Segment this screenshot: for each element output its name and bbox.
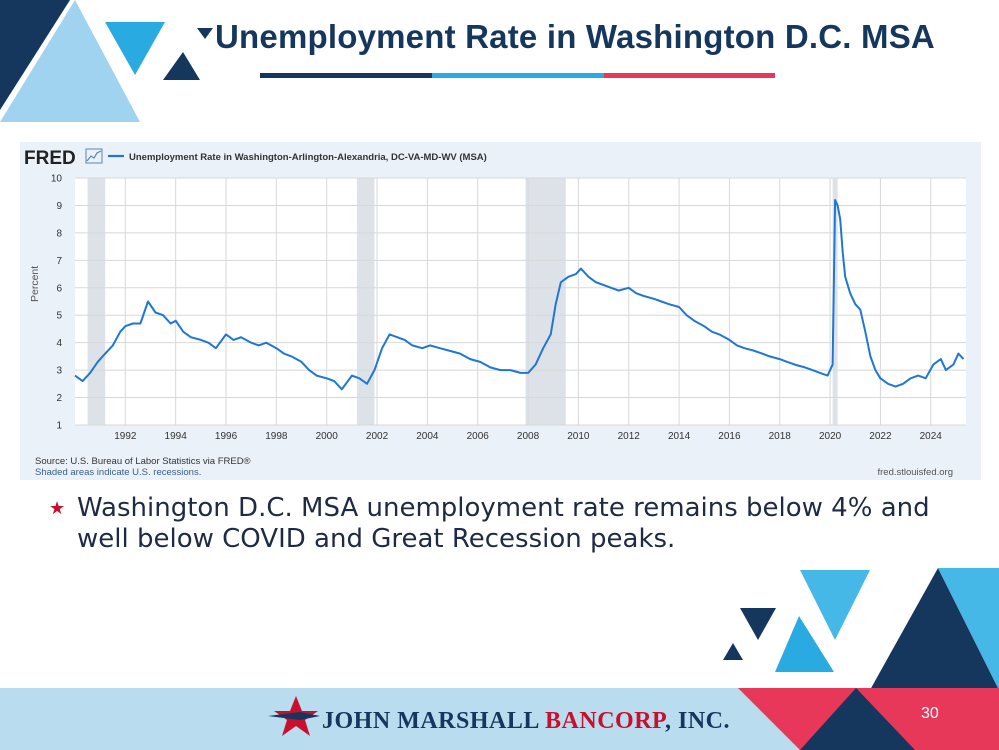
recession-band-2: [525, 178, 566, 425]
bottom-right-blue-triangle: [775, 616, 834, 672]
plot-area: [75, 178, 966, 425]
y-axis-label: Percent: [29, 266, 41, 302]
y-tick-label: 7: [56, 256, 62, 267]
logo-name: JOHN MARSHALL: [322, 708, 546, 734]
fred-url: fred.stlouisfed.org: [877, 467, 953, 478]
y-tick-label: 9: [56, 201, 62, 212]
title-underline-red: [604, 73, 775, 78]
x-tick-label: 2002: [366, 431, 389, 442]
x-tick-label: 2018: [769, 431, 792, 442]
x-tick-label: 2020: [819, 431, 842, 442]
star-bullet-icon: ★: [49, 498, 66, 519]
y-tick-label: 3: [56, 366, 62, 377]
recession-band-0: [87, 178, 106, 425]
x-tick-label: 2000: [316, 431, 339, 442]
title-underline-navy: [260, 73, 432, 78]
bottom-right-tiny-navy-triangle: [723, 643, 743, 660]
title-arrow-icon: [197, 28, 213, 39]
fred-source-note: Source: U.S. Bureau of Labor Statistics …: [35, 456, 251, 467]
x-tick-labels: 1992 1994 1996 1998 2000 2002 2004 2006 2008 2010…: [114, 431, 942, 442]
fred-recession-note: Shaded areas indicate U.S. recessions.: [35, 467, 201, 478]
x-tick-label: 1992: [114, 431, 137, 442]
y-tick-label: 6: [56, 283, 62, 294]
x-tick-label: 2024: [920, 431, 943, 442]
y-tick-labels: 1 2 3 4 5 6 7 8 9 10: [51, 174, 63, 432]
bullet-point: ★ Washington D.C. MSA unemployment rate …: [49, 493, 930, 555]
recession-band-1: [356, 178, 375, 425]
bottom-right-far-blue-triangle: [938, 568, 999, 690]
x-tick-label: 2014: [668, 431, 691, 442]
fred-logo: FRED: [24, 148, 76, 169]
x-tick-label: 2016: [718, 431, 741, 442]
fred-chart-panel: FRED Unemployment Rate in Washington-Arl…: [20, 142, 981, 480]
title-underline-blue: [432, 73, 604, 78]
bottom-right-navy-triangle: [870, 568, 999, 690]
slide-title: Unemployment Rate in Washington D.C. MSA: [215, 18, 935, 55]
recession-band-3: [832, 178, 838, 425]
x-tick-label: 2022: [869, 431, 892, 442]
unemployment-rate-line: [74, 199, 965, 391]
legend-series-label: Unemployment Rate in Washington-Arlingto…: [129, 152, 487, 163]
y-tick-label: 10: [51, 174, 63, 185]
bullet-text: Washington D.C. MSA unemployment rate re…: [77, 493, 930, 554]
company-logo-text: JOHN MARSHALL BANCORP, INC.: [322, 708, 730, 735]
top-left-blue-triangle: [0, 0, 140, 122]
unemployment-chart: FRED Unemployment Rate in Washington-Arl…: [24, 148, 966, 478]
top-left-small-navy-triangle: [163, 52, 200, 80]
x-tick-label: 1996: [215, 431, 238, 442]
y-tick-label: 2: [56, 393, 62, 404]
x-tick-label: 2008: [517, 431, 540, 442]
top-left-navy-triangle: [0, 0, 70, 110]
x-tick-label: 1998: [265, 431, 288, 442]
grid-lines: [75, 177, 966, 426]
logo-bancorp: BANCORP: [545, 708, 665, 734]
y-tick-label: 8: [56, 228, 62, 239]
y-tick-label: 1: [56, 421, 62, 432]
top-left-small-blue-triangle: [105, 22, 165, 75]
recession-bands: [87, 178, 838, 425]
x-tick-label: 1994: [165, 431, 188, 442]
y-tick-label: 4: [56, 338, 62, 349]
x-tick-label: 2012: [618, 431, 641, 442]
bottom-right-light-blue-triangle: [800, 570, 870, 640]
bottom-right-small-navy-triangle: [740, 608, 776, 640]
x-tick-label: 2006: [467, 431, 490, 442]
logo-inc: , INC.: [665, 708, 731, 734]
x-tick-label: 2010: [567, 431, 590, 442]
page-number: 30: [921, 705, 939, 722]
y-tick-label: 5: [56, 311, 62, 322]
fred-graph-icon: [85, 148, 103, 164]
x-tick-label: 2004: [416, 431, 439, 442]
